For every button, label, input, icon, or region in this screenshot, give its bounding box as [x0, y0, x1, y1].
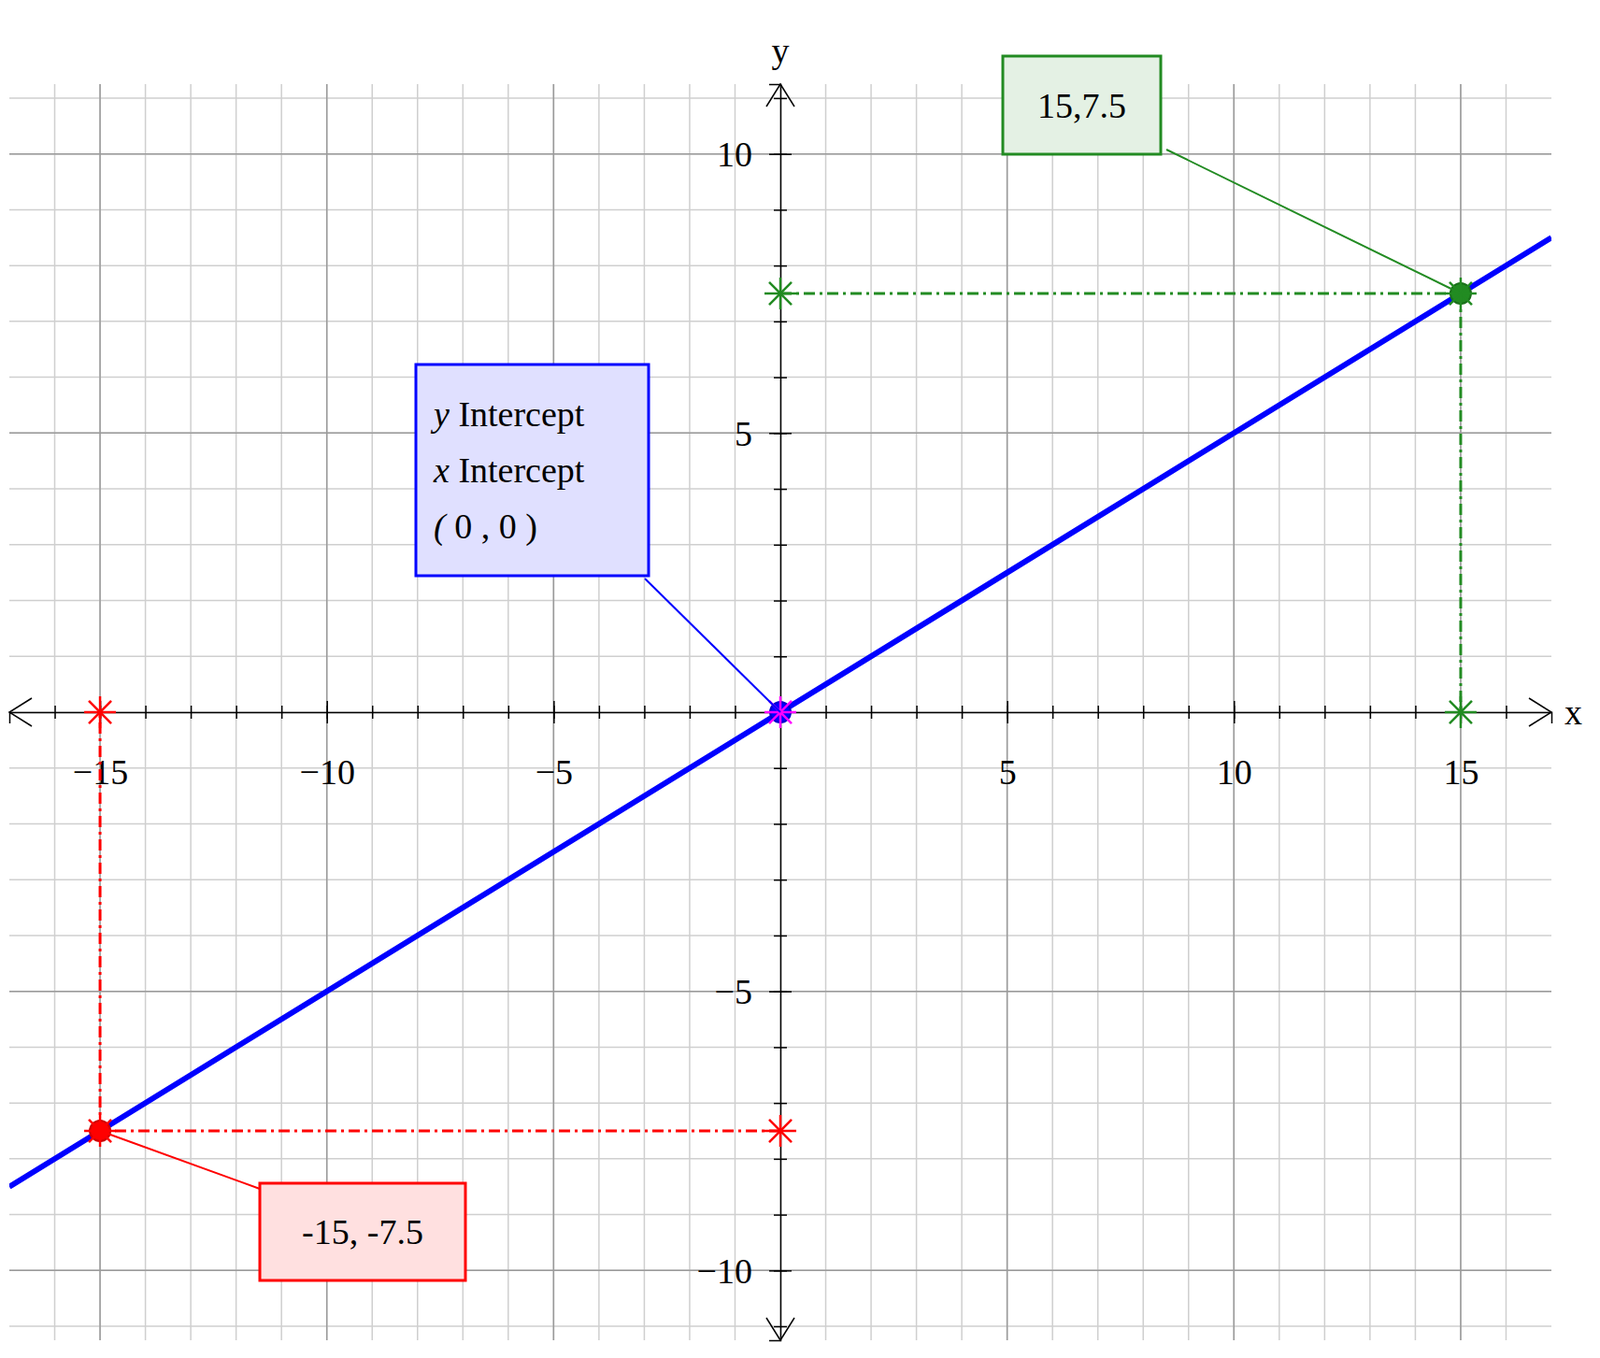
- y-tick: −10: [697, 1251, 792, 1291]
- annotation-label: -15, -7.5: [301, 1212, 424, 1252]
- plot-area: [9, 237, 1552, 1186]
- y-tick-mark: [769, 432, 792, 435]
- annotation-label: x Intercept: [432, 450, 586, 490]
- y-tick: −5: [714, 971, 792, 1012]
- x-tick-label: 5: [999, 752, 1017, 792]
- axis-arrow: [766, 84, 795, 107]
- annotations: 15,7.5y Interceptx Intercept( 0 , 0 )-15…: [84, 56, 1477, 1281]
- annotation-label: y Intercept: [429, 394, 586, 434]
- axis-arrow: [766, 1317, 795, 1341]
- annotation: -15, -7.5: [84, 696, 797, 1281]
- leader-line: [100, 1130, 260, 1189]
- annotation: y Interceptx Intercept( 0 , 0 ): [415, 364, 797, 729]
- x-tick: 10: [1216, 700, 1253, 792]
- y-tick-label: −10: [697, 1251, 753, 1291]
- annotation-box: [415, 364, 649, 576]
- annotation-label-part: y: [429, 394, 450, 434]
- y-axis-title: y: [771, 30, 790, 71]
- axis-arrows: [9, 84, 1552, 1341]
- x-axis-title: x: [1564, 692, 1583, 732]
- y-tick-label: 10: [716, 134, 753, 174]
- x-tick-mark: [326, 700, 329, 724]
- x-tick-label: −5: [535, 752, 573, 792]
- leader-line: [1166, 149, 1461, 294]
- axis-star-y: [764, 1114, 797, 1147]
- projection-line-vertical: [1458, 293, 1462, 713]
- projection-line-vertical: [99, 712, 102, 1131]
- projection-line-horizontal: [780, 292, 1461, 296]
- annotation-label-part: 0 , 0 ): [445, 506, 538, 547]
- background: [0, 0, 1600, 1358]
- x-tick-mark: [553, 700, 556, 724]
- annotation-label: ( 0 , 0 ): [433, 506, 538, 547]
- axis-star-y-spoke: [769, 282, 792, 305]
- x-tick-mark: [1233, 700, 1236, 724]
- x-tick-label: 15: [1442, 752, 1479, 792]
- y-tick-mark: [769, 1270, 792, 1272]
- x-tick-label: 10: [1216, 752, 1253, 792]
- axis-star-x-spoke: [1449, 700, 1472, 724]
- axis-star-x-spoke: [88, 700, 112, 724]
- projection-line-horizontal: [100, 1129, 781, 1133]
- leader-line: [644, 578, 781, 713]
- y-tick-mark: [769, 153, 792, 156]
- axis-star-y: [764, 277, 797, 310]
- x-tick: −10: [299, 700, 355, 792]
- annotation-box: [259, 1183, 466, 1281]
- annotation: 15,7.5: [764, 56, 1477, 729]
- axis-star-x: [1444, 696, 1477, 729]
- axis-arrow: [9, 698, 32, 727]
- annotation-label-part: Intercept: [449, 394, 586, 434]
- y-tick-mark: [769, 990, 792, 993]
- x-tick-mark: [1006, 700, 1009, 724]
- annotation-label: 15,7.5: [1037, 85, 1127, 126]
- x-tick-label: −10: [299, 752, 355, 792]
- y-tick-label: 5: [734, 414, 753, 454]
- axis-star-x: [84, 696, 116, 729]
- y-tick: 10: [716, 134, 792, 174]
- y-tick-label: −5: [714, 971, 753, 1012]
- annotation-box: [1002, 56, 1161, 155]
- axis-star-y-spoke: [769, 1119, 792, 1143]
- grid: [9, 84, 1552, 1341]
- annotation-label-part: x: [432, 450, 450, 490]
- y-tick: 5: [734, 414, 792, 454]
- x-tick: 5: [999, 700, 1017, 792]
- chart: −15−10−551015−10−5510xy15,7.5y Intercept…: [0, 0, 1600, 1358]
- data-line: [9, 237, 1552, 1186]
- axis-arrow: [1528, 698, 1552, 727]
- annotation-label-part: Intercept: [449, 450, 586, 490]
- x-tick: −5: [535, 700, 573, 792]
